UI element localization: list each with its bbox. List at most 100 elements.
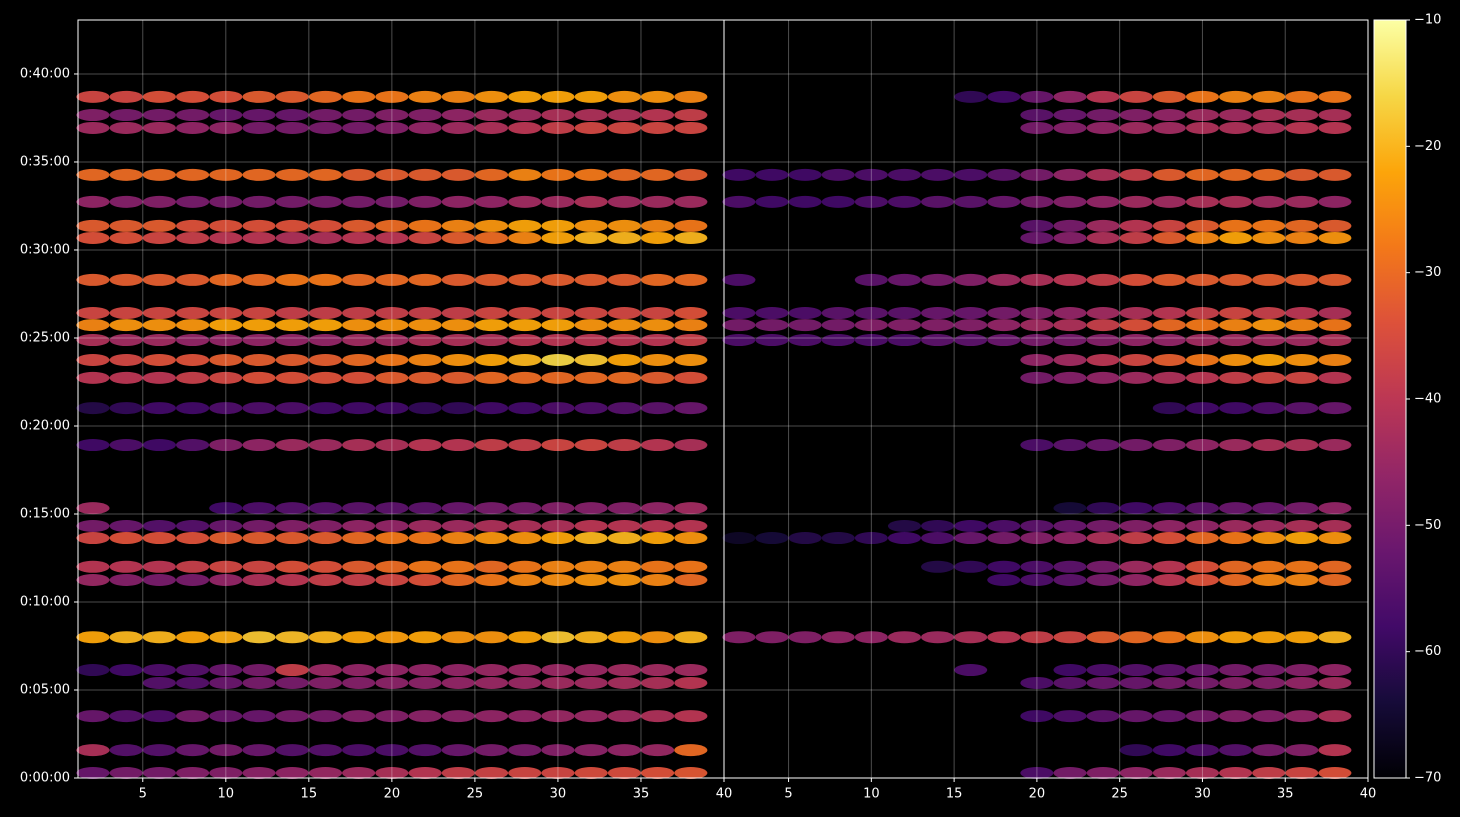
- cell: [375, 353, 409, 366]
- cell: [1053, 353, 1087, 366]
- colorbar-tick-label: −40: [1414, 392, 1441, 407]
- cell: [175, 168, 210, 181]
- cell: [1219, 90, 1253, 103]
- cell: [275, 371, 309, 384]
- cell: [1152, 90, 1186, 103]
- plot-area: [722, 90, 1352, 780]
- cell: [1020, 319, 1054, 332]
- cell: [441, 560, 475, 573]
- cell: [408, 439, 442, 452]
- cell: [76, 353, 110, 366]
- cell: [408, 273, 442, 286]
- cell: [1318, 219, 1352, 232]
- cell: [242, 573, 276, 586]
- cell: [954, 664, 988, 677]
- cell: [987, 273, 1021, 286]
- cell: [375, 532, 409, 545]
- cell: [474, 560, 509, 573]
- cell: [408, 573, 442, 586]
- cell: [242, 532, 276, 545]
- cell: [640, 319, 675, 332]
- cell: [1119, 520, 1153, 533]
- cell: [640, 195, 675, 208]
- cell: [1119, 560, 1153, 573]
- cell: [1318, 767, 1352, 780]
- cell: [441, 231, 475, 244]
- cell: [175, 767, 210, 780]
- cell: [1086, 573, 1120, 586]
- cell: [441, 307, 475, 320]
- cell: [1252, 631, 1286, 644]
- cell: [209, 353, 243, 366]
- cell: [1185, 520, 1220, 533]
- y-tick-label: 0:20:00: [20, 418, 70, 433]
- cell: [441, 532, 475, 545]
- cell: [508, 767, 542, 780]
- cell: [1119, 307, 1153, 320]
- cell: [342, 439, 376, 452]
- cell: [1185, 273, 1220, 286]
- cell: [854, 307, 888, 320]
- cell: [1020, 710, 1054, 723]
- cell: [541, 767, 575, 780]
- cell: [408, 664, 442, 677]
- x-tick-label: 20: [1029, 787, 1046, 802]
- cell: [441, 502, 475, 515]
- cell: [987, 334, 1021, 347]
- cell: [508, 121, 542, 134]
- cell: [1252, 231, 1286, 244]
- cell: [954, 334, 988, 347]
- cell: [508, 744, 542, 757]
- cell: [242, 676, 276, 689]
- cell: [1020, 168, 1054, 181]
- cell: [1053, 371, 1087, 384]
- cell: [308, 231, 343, 244]
- cell: [441, 744, 475, 757]
- cell: [342, 307, 376, 320]
- cell: [242, 353, 276, 366]
- cell: [109, 168, 143, 181]
- cell: [175, 273, 210, 286]
- cell: [607, 334, 641, 347]
- cell: [209, 532, 243, 545]
- cell: [1252, 353, 1286, 366]
- cell: [1119, 767, 1153, 780]
- cell: [1285, 439, 1319, 452]
- cell: [408, 334, 442, 347]
- cell: [1053, 767, 1087, 780]
- cell: [722, 168, 756, 181]
- cell: [574, 195, 608, 208]
- cell: [674, 307, 708, 320]
- cell: [508, 90, 542, 103]
- cell: [76, 219, 110, 232]
- cell: [142, 195, 176, 208]
- cell: [308, 90, 343, 103]
- cell: [674, 767, 708, 780]
- cell: [674, 573, 708, 586]
- cell: [1185, 121, 1220, 134]
- cell: [275, 532, 309, 545]
- cell: [308, 676, 343, 689]
- cell: [175, 532, 210, 545]
- cell: [342, 710, 376, 723]
- cell: [109, 744, 143, 757]
- cell: [1285, 319, 1319, 332]
- cell: [508, 710, 542, 723]
- cell: [1185, 334, 1220, 347]
- cell: [308, 121, 343, 134]
- cell: [109, 371, 143, 384]
- cell: [1318, 231, 1352, 244]
- colorbar-tick-label: −20: [1414, 139, 1441, 154]
- cell: [142, 439, 176, 452]
- cell: [142, 334, 176, 347]
- cell: [508, 502, 542, 515]
- cell: [242, 109, 276, 122]
- cell: [574, 307, 608, 320]
- cell: [1086, 168, 1120, 181]
- cell: [275, 195, 309, 208]
- cell: [1053, 631, 1087, 644]
- cell: [1318, 502, 1352, 515]
- cell: [1152, 334, 1186, 347]
- cell: [441, 520, 475, 533]
- cell: [1053, 520, 1087, 533]
